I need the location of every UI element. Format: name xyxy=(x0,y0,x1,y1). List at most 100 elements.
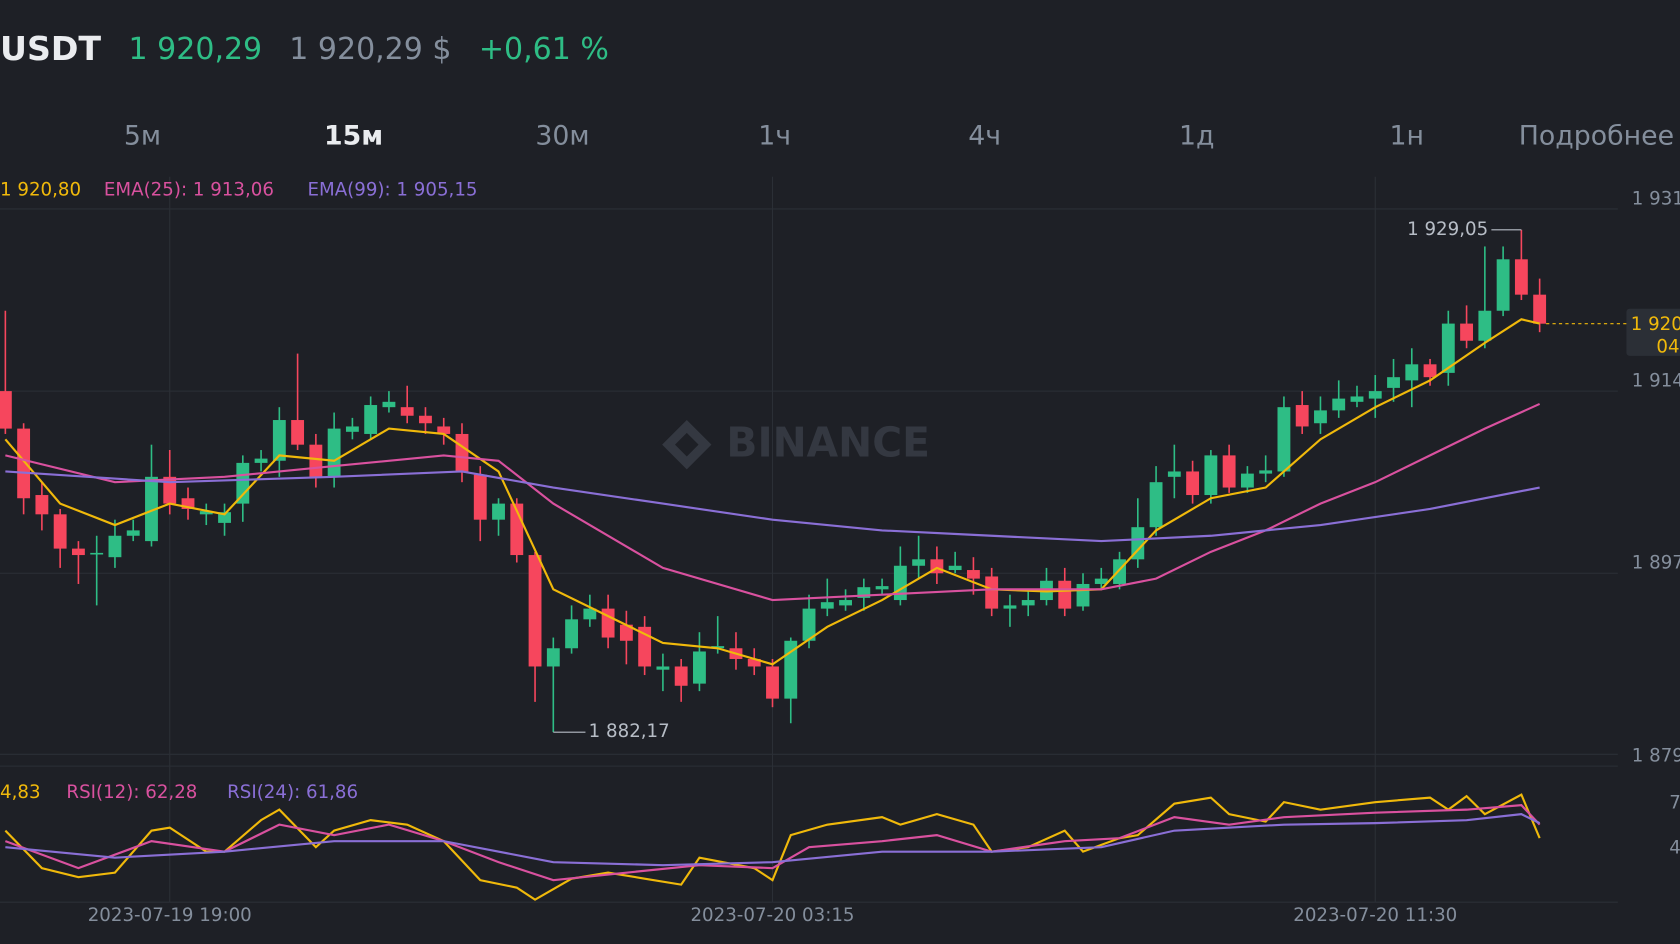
last-price-label: 1 920 xyxy=(1631,314,1680,335)
timeframe-tab[interactable]: Подробнее xyxy=(1519,121,1674,152)
candle-body xyxy=(218,512,231,523)
candle-body xyxy=(236,462,250,504)
candle-body xyxy=(71,548,85,556)
candle-body xyxy=(1387,377,1400,388)
candle-body xyxy=(948,565,962,571)
candle-body xyxy=(473,474,487,520)
candle-body xyxy=(1204,455,1218,496)
candle-body xyxy=(912,559,926,566)
x-tick-label: 2023-07-20 03:15 xyxy=(690,905,854,926)
candle-body xyxy=(181,498,195,509)
candle-body xyxy=(382,401,396,408)
candle-body xyxy=(747,658,761,667)
candle-body xyxy=(1240,473,1254,488)
candle-body xyxy=(1295,405,1309,427)
timeframe-tabs: 5м 15м 30м 1ч 4ч 1д 1н Подробнее xyxy=(124,121,1674,152)
last-price-box xyxy=(1626,308,1680,356)
candle-body xyxy=(108,535,122,558)
legend-entry: RSI(12): 62,28 xyxy=(66,782,197,803)
candle-body xyxy=(364,405,378,434)
candle-body xyxy=(674,666,688,686)
candle-body xyxy=(802,608,816,641)
price-change: +0,61 % xyxy=(479,32,609,67)
symbol: USDT xyxy=(0,29,101,68)
candle-body xyxy=(1259,470,1273,474)
candle-body xyxy=(693,651,706,684)
candle-body xyxy=(1113,559,1126,584)
candle-body xyxy=(565,619,579,649)
candle-body xyxy=(1277,407,1291,472)
candle-body xyxy=(254,458,268,463)
candle-body xyxy=(638,626,652,667)
candle-body xyxy=(327,428,341,477)
candle-body xyxy=(309,444,323,477)
x-tick-label: 2023-07-19 19:00 xyxy=(88,905,252,926)
candle-body xyxy=(1441,323,1455,373)
indicator-line xyxy=(4,804,1541,882)
legend-entry: RSI(24): 61,86 xyxy=(227,782,358,803)
timeframe-tab[interactable]: 15м xyxy=(324,121,383,152)
candle-body xyxy=(1131,527,1145,560)
candle-body xyxy=(1533,294,1547,324)
y-tick-label: 1 931 xyxy=(1632,188,1680,209)
candle-body xyxy=(1076,583,1090,607)
indicator-line xyxy=(4,793,1541,901)
timeframe-tab[interactable]: 1н xyxy=(1390,121,1425,152)
candle-body xyxy=(857,587,871,598)
candle-body xyxy=(966,570,980,579)
price-usd: 1 920,29 $ xyxy=(289,32,451,67)
y-tick-label: 1 879 xyxy=(1632,745,1680,766)
x-tick-label: 2023-07-20 11:30 xyxy=(1293,905,1457,926)
candle-body xyxy=(1423,364,1437,378)
candle-body xyxy=(1460,323,1474,341)
candle-body xyxy=(455,433,469,472)
candle-body xyxy=(656,666,670,670)
candle-body xyxy=(1094,578,1108,584)
indicator-line xyxy=(5,402,1541,602)
candle-body xyxy=(1003,605,1017,609)
timeframe-tab[interactable]: 5м xyxy=(124,121,161,152)
countdown-label: 04 xyxy=(1656,336,1679,357)
candle-body xyxy=(345,426,359,432)
timeframe-tab[interactable]: 1д xyxy=(1179,121,1215,152)
candle-body xyxy=(17,428,31,499)
low-annotation: 1 882,17 xyxy=(589,721,670,742)
high-annotation: 1 929,05 xyxy=(1407,219,1488,240)
timeframe-tab[interactable]: 1ч xyxy=(758,121,791,152)
candle-body xyxy=(1478,310,1492,341)
legend-entry: 4,83 xyxy=(0,782,41,803)
candle-body xyxy=(199,511,213,515)
candle-body xyxy=(839,600,852,606)
candle-body xyxy=(1149,482,1163,528)
timeframe-tab[interactable]: 30м xyxy=(535,121,589,152)
candle-body xyxy=(619,624,633,641)
candle-body xyxy=(35,495,49,515)
candle-body xyxy=(1058,580,1072,609)
timeframe-tab[interactable]: 4ч xyxy=(968,121,1001,152)
candle-body xyxy=(985,576,999,609)
candle-body xyxy=(1186,471,1200,496)
candle-body xyxy=(766,666,779,699)
candle-body xyxy=(419,415,432,424)
candle-body xyxy=(272,420,286,461)
candle-body xyxy=(1314,410,1327,424)
candle-body xyxy=(145,476,158,542)
candle-body xyxy=(53,514,67,549)
indicator-line xyxy=(5,470,1540,543)
last-price: 1 920,29 xyxy=(129,32,263,67)
rsi-tick-label: 70 xyxy=(1669,793,1680,814)
candle-body xyxy=(163,476,177,504)
candle-body xyxy=(1167,471,1181,477)
candle-body xyxy=(1222,455,1236,488)
candle-body xyxy=(546,648,560,667)
candle-body xyxy=(875,586,889,590)
candle-body xyxy=(1332,398,1346,411)
candle-body xyxy=(1350,396,1364,402)
candle-body xyxy=(1514,259,1528,295)
legend-entry: EMA(99): 1 905,15 xyxy=(308,180,478,201)
candle-body xyxy=(528,555,542,667)
indicator-line xyxy=(5,813,1541,867)
candle-body xyxy=(291,420,305,445)
candle-body xyxy=(1496,259,1510,311)
